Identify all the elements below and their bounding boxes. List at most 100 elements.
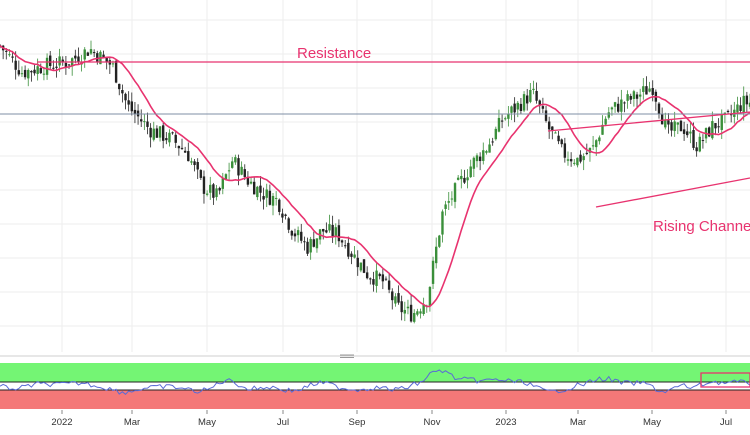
candle-body bbox=[422, 304, 425, 314]
candle-body bbox=[183, 150, 187, 153]
candle-body bbox=[416, 311, 419, 315]
candle-body bbox=[532, 88, 535, 90]
candle-body bbox=[638, 94, 642, 97]
candle-body bbox=[8, 54, 11, 56]
candle-body bbox=[560, 139, 563, 145]
candle-body bbox=[92, 52, 96, 54]
candle-body bbox=[629, 95, 632, 100]
candle-body bbox=[667, 120, 670, 125]
x-tick-label: Jul bbox=[277, 417, 289, 428]
candle-body bbox=[438, 235, 441, 247]
candle-body bbox=[736, 104, 739, 113]
candle-body bbox=[177, 146, 181, 149]
candle-body bbox=[482, 150, 485, 161]
candle-body bbox=[61, 59, 64, 63]
candle-body bbox=[337, 225, 341, 242]
candle-body bbox=[77, 56, 80, 63]
candle-body bbox=[365, 272, 369, 279]
candle-body bbox=[325, 230, 328, 233]
candle-body bbox=[369, 278, 372, 280]
candle-body bbox=[384, 278, 388, 280]
candle-body bbox=[456, 177, 460, 180]
candle-body bbox=[155, 128, 159, 138]
candle-body bbox=[293, 233, 297, 237]
candle-body bbox=[529, 90, 532, 102]
candle-body bbox=[105, 57, 108, 62]
candle-body bbox=[450, 198, 454, 200]
candle-body bbox=[196, 162, 199, 170]
candle-body bbox=[303, 241, 306, 243]
candle-body bbox=[353, 254, 356, 258]
candle-body bbox=[331, 224, 334, 237]
candle-body bbox=[171, 132, 174, 134]
candle-body bbox=[274, 197, 278, 199]
candle-body bbox=[541, 106, 545, 109]
candle-body bbox=[434, 246, 438, 264]
candle-body bbox=[359, 262, 363, 271]
candle-body bbox=[381, 274, 385, 282]
candle-body bbox=[234, 157, 237, 163]
candle-body bbox=[278, 199, 281, 212]
candle-body bbox=[49, 55, 52, 67]
candle-body bbox=[664, 119, 667, 128]
candle-body bbox=[406, 306, 410, 309]
candle-body bbox=[306, 241, 309, 254]
channel-upper-line bbox=[547, 111, 750, 132]
candle-body bbox=[240, 166, 243, 175]
rsi-highlight-box bbox=[700, 372, 750, 388]
candle-body bbox=[378, 273, 381, 277]
candle-body bbox=[209, 184, 212, 193]
candle-body bbox=[620, 99, 623, 112]
candle-body bbox=[397, 293, 400, 303]
candle-body bbox=[460, 175, 463, 180]
pane-resize-handle[interactable] bbox=[340, 354, 354, 358]
candle-body bbox=[626, 94, 629, 101]
candle-body bbox=[742, 95, 745, 114]
candle-body bbox=[478, 156, 482, 162]
candle-body bbox=[670, 122, 673, 131]
candle-body bbox=[23, 69, 27, 78]
candle-body bbox=[563, 143, 567, 158]
candle-body bbox=[441, 211, 444, 235]
candle-body bbox=[212, 184, 215, 198]
candle-body bbox=[585, 152, 589, 154]
candle-body bbox=[74, 55, 77, 59]
candle-body bbox=[588, 147, 592, 153]
candle-body bbox=[745, 95, 749, 105]
rsi-line bbox=[0, 369, 750, 395]
candle-body bbox=[130, 101, 133, 112]
candle-body bbox=[127, 100, 130, 105]
candle-body bbox=[118, 83, 121, 90]
candle-body bbox=[453, 183, 457, 202]
candle-body bbox=[300, 231, 303, 241]
candle-body bbox=[623, 102, 626, 104]
candle-body bbox=[504, 118, 507, 120]
candle-body bbox=[607, 112, 610, 118]
candle-body bbox=[296, 230, 300, 236]
rsi-lower-zone bbox=[0, 390, 750, 409]
candle-body bbox=[695, 147, 698, 152]
candle-body bbox=[356, 257, 359, 268]
candle-body bbox=[507, 114, 510, 119]
candle-body bbox=[604, 118, 607, 125]
candle-body bbox=[205, 193, 209, 195]
candle-body bbox=[52, 67, 55, 69]
candle-body bbox=[343, 245, 347, 247]
candle-body bbox=[601, 124, 604, 135]
candle-body bbox=[67, 64, 71, 66]
candle-body bbox=[485, 151, 488, 153]
candle-body bbox=[660, 114, 664, 125]
candle-body bbox=[271, 195, 275, 206]
candle-body bbox=[312, 239, 316, 247]
x-tick-label: Mar bbox=[124, 417, 140, 428]
candle-body bbox=[287, 218, 290, 230]
candle-body bbox=[124, 93, 127, 101]
candle-body bbox=[161, 125, 165, 141]
candle-body bbox=[673, 121, 676, 132]
candle-body bbox=[538, 100, 541, 106]
candle-body bbox=[174, 134, 177, 143]
candle-body bbox=[27, 69, 30, 79]
candle-body bbox=[347, 242, 350, 257]
candle-body bbox=[394, 296, 397, 304]
candle-body bbox=[309, 238, 312, 253]
